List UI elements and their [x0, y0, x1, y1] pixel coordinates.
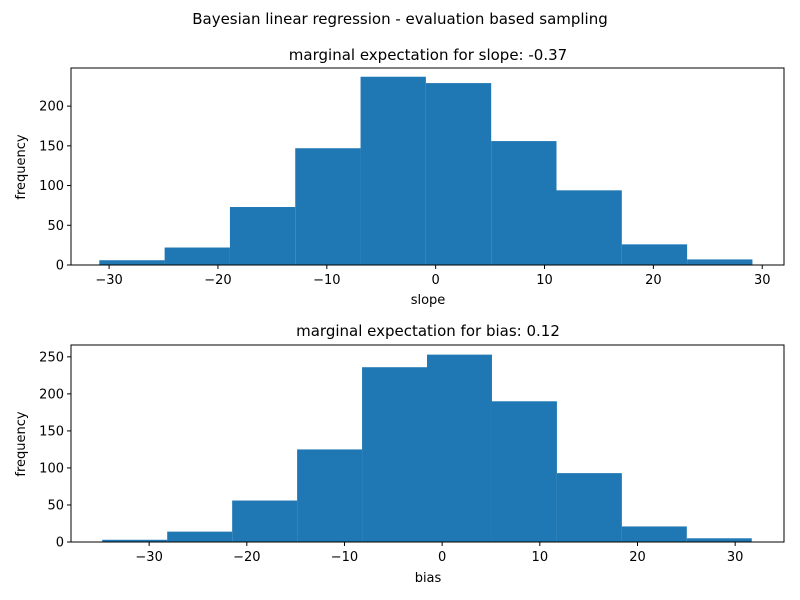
bias-histogram-bar	[102, 539, 168, 542]
bias-x-tick-label: −10	[331, 550, 358, 565]
bias-y-tick-label: 0	[56, 536, 64, 551]
slope-x-tick-label: −20	[204, 273, 231, 288]
slope-histogram-bar	[360, 76, 426, 265]
figure-title: Bayesian linear regression - evaluation …	[192, 10, 608, 28]
slope-histogram-bar	[295, 148, 361, 265]
slope-x-tick-label: 20	[645, 273, 662, 288]
bias-x-tick-label: −20	[233, 550, 260, 565]
slope-x-tick-label: −30	[95, 273, 122, 288]
bias-axes-frame	[70, 344, 785, 543]
slope-axes: −30 −20 −10 0 10 20 30 0 50 100 150 200	[39, 67, 785, 288]
slope-histogram: marginal expectation for slope: -0.37 −3…	[14, 46, 785, 308]
bias-bars	[102, 354, 752, 542]
bias-x-tick-label: 0	[438, 550, 446, 565]
slope-x-tick-label: 10	[536, 273, 553, 288]
slope-chart-title: marginal expectation for slope: -0.37	[289, 46, 567, 64]
bias-x-axis-label: bias	[415, 571, 442, 586]
slope-histogram-bar	[491, 141, 557, 265]
bias-y-tick-label: 100	[39, 461, 64, 476]
bias-histogram-bar	[686, 538, 752, 542]
slope-bars	[99, 76, 753, 265]
bias-histogram-bar	[167, 531, 233, 542]
slope-axes-frame	[70, 67, 785, 266]
bias-y-tick-label: 250	[39, 350, 64, 365]
bias-histogram-bar	[232, 500, 298, 542]
slope-x-tick-label: 0	[432, 273, 440, 288]
slope-x-tick-label: 30	[754, 273, 771, 288]
slope-y-axis-label: frequency	[14, 134, 29, 200]
slope-histogram-bar	[687, 259, 753, 265]
slope-y-tick-label: 150	[39, 139, 64, 154]
bias-histogram-bar	[491, 401, 557, 542]
slope-y-tick-label: 50	[47, 219, 64, 234]
slope-histogram-bar	[99, 260, 165, 265]
bias-axes: −30 −20 −10 0 10 20 30 0 50 100 150 200 250	[39, 344, 785, 565]
bias-histogram-bar	[556, 473, 622, 542]
slope-histogram-bar	[425, 83, 492, 265]
bias-y-tick-label: 200	[39, 387, 64, 402]
bias-y-tick-label: 150	[39, 424, 64, 439]
slope-histogram-bar	[164, 247, 230, 265]
bias-x-tick-label: 20	[629, 550, 646, 565]
slope-y-tick-label: 200	[39, 100, 64, 115]
slope-y-tick-label: 100	[39, 179, 64, 194]
bias-y-tick-label: 50	[47, 498, 64, 513]
slope-x-axis-label: slope	[411, 293, 446, 308]
slope-histogram-bar	[621, 244, 688, 265]
bias-histogram-bar	[427, 354, 492, 542]
bias-chart-title: marginal expectation for bias: 0.12	[296, 322, 560, 340]
bias-histogram: marginal expectation for bias: 0.12 −30−…	[14, 322, 785, 586]
bias-histogram-bar	[297, 449, 363, 542]
bias-y-axis-label: frequency	[14, 411, 29, 477]
bias-x-tick-label: 10	[532, 550, 549, 565]
bias-x-tick-label: −30	[135, 550, 162, 565]
slope-histogram-bar	[229, 207, 296, 265]
slope-y-tick-label: 0	[56, 259, 64, 274]
bias-histogram-bar	[362, 367, 428, 542]
bias-histogram-bar	[621, 526, 687, 542]
bias-x-tick-label: 30	[727, 550, 744, 565]
slope-histogram-bar	[556, 190, 622, 265]
slope-x-tick-label: −10	[313, 273, 340, 288]
